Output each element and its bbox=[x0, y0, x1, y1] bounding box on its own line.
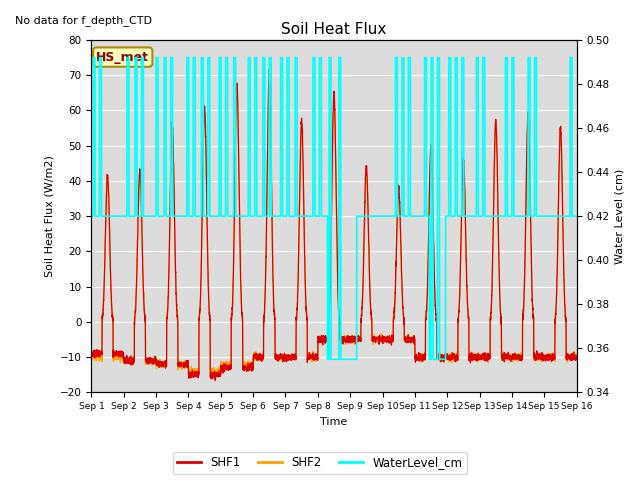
Text: No data for f_depth_CTD: No data for f_depth_CTD bbox=[15, 15, 152, 26]
Legend: SHF1, SHF2, WaterLevel_cm: SHF1, SHF2, WaterLevel_cm bbox=[173, 452, 467, 474]
Text: HS_met: HS_met bbox=[96, 50, 149, 63]
X-axis label: Time: Time bbox=[321, 417, 348, 427]
Y-axis label: Water Level (cm): Water Level (cm) bbox=[615, 168, 625, 264]
Title: Soil Heat Flux: Soil Heat Flux bbox=[282, 23, 387, 37]
Y-axis label: Soil Heat Flux (W/m2): Soil Heat Flux (W/m2) bbox=[44, 155, 54, 277]
